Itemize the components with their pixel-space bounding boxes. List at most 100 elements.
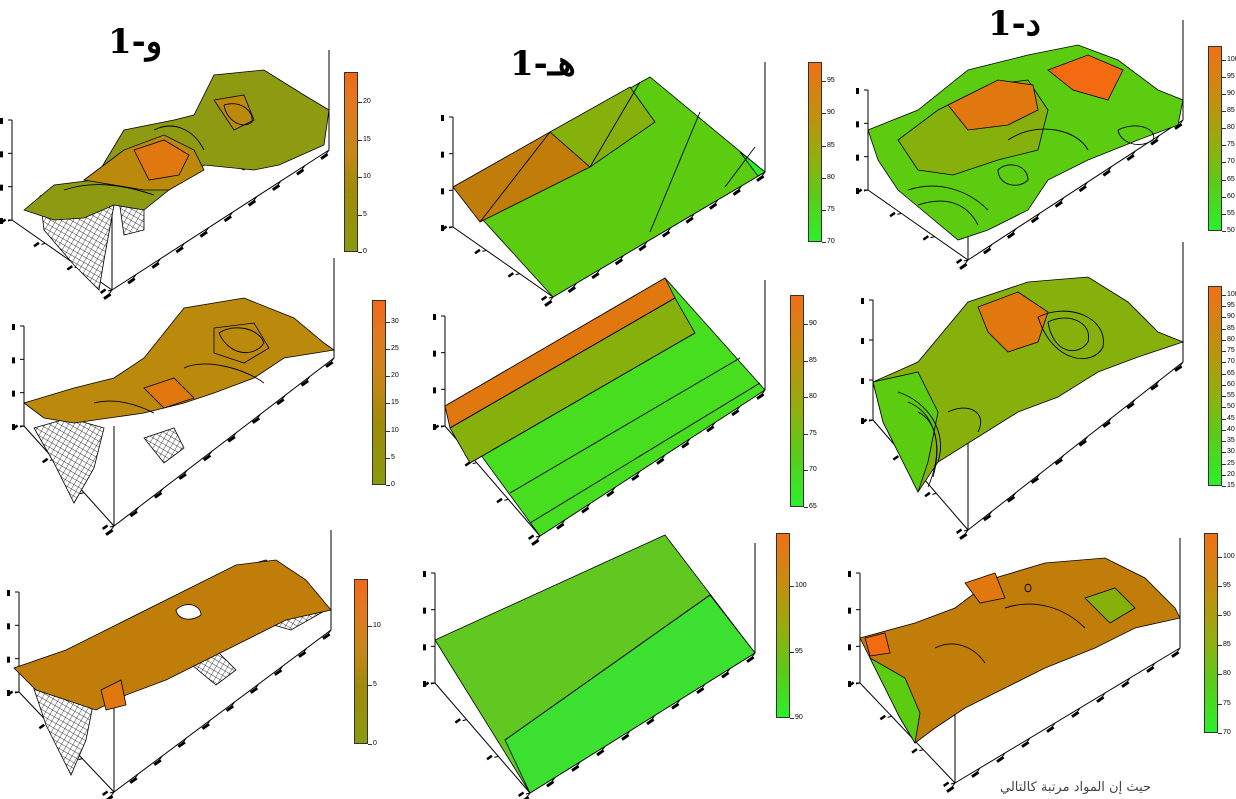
colorbar-tick-mark [1222,463,1226,465]
axis-tick-glyph [298,650,307,658]
contour-line [449,297,676,429]
colorbar-tick-mark [1222,145,1226,147]
axis-tick-glyph [946,785,955,793]
colorbar-tick-label: 90 [1227,89,1235,97]
axis-tick-glyph [178,472,187,480]
colorbar-tick-label: 70 [1223,729,1231,736]
colorbar-tick-label: 100 [1227,55,1236,63]
axis-tick-glyph [879,714,886,721]
axis-tick-glyph [496,497,503,504]
colorbar-tick-label: 95 [1227,72,1235,80]
axis-tick-glyph [175,246,184,254]
axis-tick-glyph [7,623,10,630]
colorbar-tick-mark [1222,231,1226,232]
axis-tick-glyph [1174,122,1183,130]
axis-tick-glyph [709,202,718,210]
colorbar-tick-label: 80 [1227,124,1235,132]
axis-tick-glyph [1030,216,1040,224]
colorbar-tick-label: 70 [1227,158,1235,166]
contour-line [479,131,551,223]
colorbar-tick-label: 85 [1223,640,1231,648]
colorbar-tick-mark [804,433,808,435]
colorbar-tick-mark [1222,317,1226,319]
colorbar-tick-mark [804,324,808,326]
colorbar-tick-mark [790,718,794,719]
axis-tick-glyph [474,248,481,255]
colorbar-tick-label: 5 [363,210,367,218]
axis-tick-glyph [325,360,334,368]
colorbar-tick-label: 55 [1227,209,1235,217]
colorbar-tick-mark [358,177,362,178]
colorbar-gradient [776,533,790,718]
axis-tick-glyph [486,754,493,761]
axis-tick-glyph [955,528,963,534]
axis-tick-glyph [423,644,426,651]
axis-box [855,20,1184,270]
axis-tick-glyph [225,704,234,712]
colorbar-tick-label: 80 [1223,670,1231,678]
colorbar-tick-label: 70 [1227,358,1235,366]
colorbar-tick-mark [1222,362,1226,364]
axis-tick-glyph [861,338,864,344]
axis-tick-glyph [889,211,896,218]
axis-tick-glyph [273,668,283,676]
contour-line [509,357,741,494]
colorbar-r3c2: 90 95 100 [776,533,820,721]
axis-tick-glyph [296,168,305,176]
surface-plot-r3c3 [845,538,1185,793]
colorbar-tick-label: 40 [1227,425,1235,433]
colorbar-tick-mark [804,470,808,472]
axis-tick-glyph [441,188,444,195]
colorbar-tick-mark [386,321,390,323]
colorbar-tick-label: 0 [373,740,377,747]
axis-tick-glyph [955,258,963,264]
colorbar-tick-mark [1222,418,1226,420]
colorbar-tick-label: 85 [809,356,817,364]
colorbar-tick-label: 70 [827,238,835,245]
colorbar-gradient [808,62,822,242]
colorbar-r1c2: 70 75 80 85 90 95 [808,62,852,245]
surface-region [947,79,1039,131]
axis-tick-glyph [527,534,535,540]
surface-region [213,322,270,364]
surface-region [213,94,255,131]
colorbar-tick-label: 80 [809,393,817,401]
colorbar-tick-label: 75 [809,429,817,437]
colorbar-tick-label: 45 [1227,414,1235,422]
colorbar-tick-label: 20 [391,372,399,380]
axis-tick-glyph [151,261,160,269]
axis-tick-glyph [12,424,15,430]
colorbar-tick-label: 25 [1227,459,1235,467]
colorbar-tick-mark [790,585,794,587]
axis-tick-glyph [606,490,615,498]
colorbar-tick-mark [368,685,372,687]
axis-tick-glyph [7,590,10,596]
colorbar-gradient [1208,46,1222,231]
contour-line [997,164,1029,186]
axis-tick-glyph [433,424,436,430]
axis-tick-glyph [300,379,309,387]
colorbar-tick-mark [1222,384,1226,386]
axis-tick-glyph [696,686,705,695]
axis-tick-glyph [848,571,851,577]
colorbar-tick-mark [368,744,372,745]
axis-tick-glyph [7,690,10,696]
colorbar-tick-label: 80 [1227,335,1235,343]
axis-tick-glyph [1078,185,1087,193]
contour-line [1007,128,1089,151]
axis-tick-glyph [1078,439,1087,447]
colorbar-tick-mark [822,145,826,147]
axis-tick-glyph [433,387,436,394]
axis-tick-glyph [848,644,851,651]
axis-tick-glyph [661,230,671,238]
colorbar-r2c1: 0 5 10 15 20 25 30 [372,300,416,488]
colorbar-tick-mark [386,376,390,378]
colorbar-tick-mark [1218,644,1222,646]
axis-tick-glyph [721,671,730,679]
axis-tick-glyph [861,298,864,304]
colorbar-tick-mark [1218,585,1222,587]
colorbar-gradient [344,72,358,252]
axis-tick-glyph [154,491,163,499]
colorbar-tick-mark [1222,328,1226,330]
colorbar-tick-label: 75 [1223,699,1231,707]
